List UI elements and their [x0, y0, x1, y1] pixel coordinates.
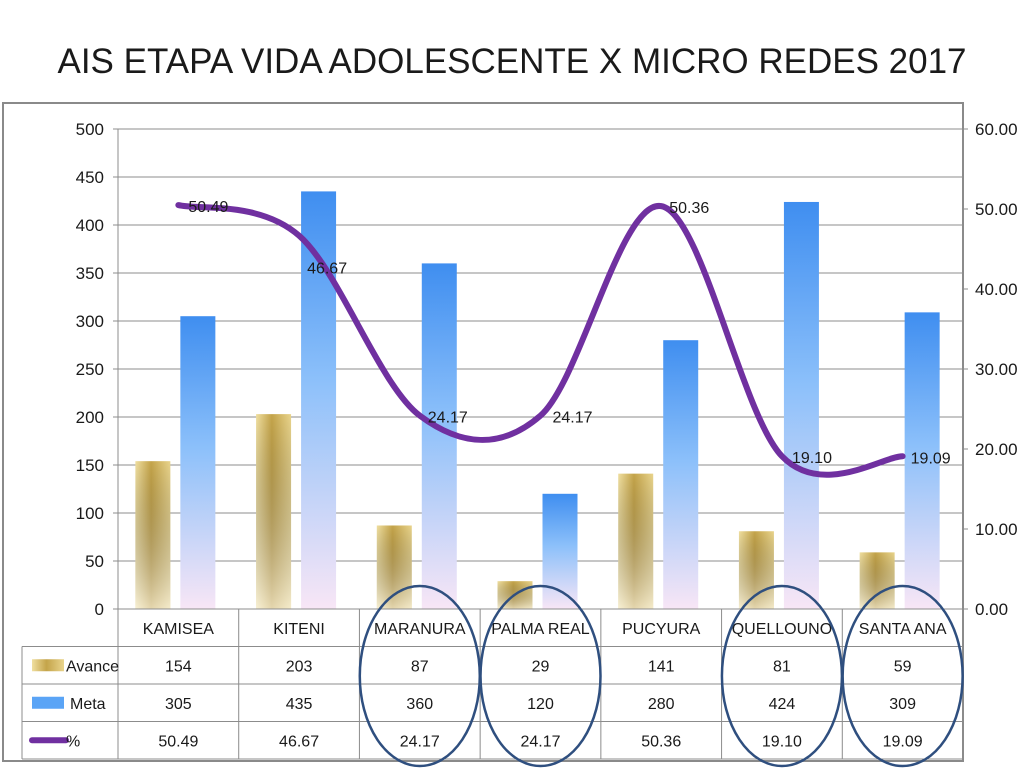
category-label: SANTA ANA [859, 621, 947, 638]
right-tick-label: 0.00 [975, 600, 1008, 619]
left-tick-label: 400 [76, 216, 104, 235]
right-tick-label: 50.00 [975, 200, 1018, 219]
table-cell: 24.17 [520, 733, 560, 750]
highlight-ovals [358, 584, 964, 768]
table-cell: 46.67 [279, 733, 319, 750]
avance-bar-sheen [859, 552, 895, 609]
right-axis: 0.00 10.00 20.00 30.00 40.00 50.00 60.00 [962, 120, 1018, 619]
category-label: KITENI [273, 621, 325, 638]
meta-bar [180, 316, 216, 609]
percent-data-label: 50.49 [188, 199, 228, 216]
data-table: KAMISEA KITENI MARANURA PALMA REAL PUCYURA QU… [21, 608, 964, 760]
percent-data-label: 19.10 [792, 450, 832, 467]
table-cell: 154 [165, 658, 192, 675]
left-axis: 0 50 100 150 200 250 300 350 400 450 500 [76, 120, 119, 619]
right-tick-label: 20.00 [975, 440, 1018, 459]
left-tick-label: 0 [95, 600, 104, 619]
table-cell: 305 [165, 696, 192, 713]
right-tick-label: 40.00 [975, 280, 1018, 299]
table-cell: 24.17 [400, 733, 440, 750]
left-tick-label: 50 [85, 552, 104, 571]
percent-data-label: 24.17 [553, 410, 593, 427]
percent-line [175, 202, 906, 478]
percent-series-line [175, 202, 906, 478]
left-tick-label: 500 [76, 120, 104, 139]
left-tick-label: 350 [76, 264, 104, 283]
table-cell: 59 [894, 658, 912, 675]
table-cell: 435 [286, 696, 313, 713]
percent-data-label: 19.09 [911, 450, 951, 467]
avance-bar-sheen [618, 473, 654, 609]
percent-data-label: 24.17 [428, 410, 468, 427]
table-cell: 424 [769, 696, 796, 713]
right-tick-label: 10.00 [975, 520, 1018, 539]
category-label: PALMA REAL [491, 621, 590, 638]
table-cell: 50.49 [158, 733, 198, 750]
highlight-oval [479, 584, 602, 768]
gridlines [118, 128, 963, 610]
legend-key-avance [32, 659, 64, 672]
percent-data-label: 46.67 [307, 261, 347, 278]
table-cell: 120 [527, 696, 554, 713]
table-cell: 360 [406, 696, 433, 713]
right-tick-label: 30.00 [975, 360, 1018, 379]
percent-labels: 50.49 46.67 24.17 24.17 50.36 19.10 19.09 [188, 199, 950, 467]
right-tick-label: 60.00 [975, 120, 1018, 139]
table-cell: 81 [773, 658, 791, 675]
highlight-oval [841, 584, 964, 768]
table-cell: 19.10 [762, 733, 802, 750]
category-label: QUELLOUNO [732, 621, 832, 638]
table-cell: 87 [411, 658, 429, 675]
left-tick-label: 200 [76, 408, 104, 427]
avance-bar-sheen [376, 525, 412, 609]
category-label: MARANURA [374, 621, 466, 638]
legend-key-meta [32, 696, 64, 709]
left-tick-label: 450 [76, 168, 104, 187]
table-cell: 280 [648, 696, 675, 713]
left-tick-label: 150 [76, 456, 104, 475]
left-tick-label: 100 [76, 504, 104, 523]
table-cell: 29 [532, 658, 550, 675]
left-tick-label: 300 [76, 312, 104, 331]
meta-bar [663, 340, 699, 609]
legend-label-meta: Meta [70, 696, 106, 713]
percent-data-label: 50.36 [669, 200, 709, 217]
table-cell: 50.36 [641, 733, 681, 750]
meta-bar [904, 312, 940, 609]
table-cell: 309 [889, 696, 916, 713]
table-cell: 141 [648, 658, 675, 675]
category-label: KAMISEA [143, 621, 214, 638]
category-label: PUCYURA [622, 621, 701, 638]
avance-bar-sheen [738, 531, 774, 609]
table-cell: 19.09 [883, 733, 923, 750]
legend-label-percent: % [66, 733, 80, 750]
bars [118, 191, 963, 610]
table-cell: 203 [286, 658, 313, 675]
left-tick-label: 250 [76, 360, 104, 379]
avance-bar-sheen [256, 414, 292, 609]
avance-bar-sheen [135, 461, 171, 609]
chart-title: AIS ETAPA VIDA ADOLESCENTE X MICRO REDES… [57, 42, 967, 81]
legend-label-avance: Avance [66, 658, 119, 675]
meta-bar [783, 201, 819, 609]
